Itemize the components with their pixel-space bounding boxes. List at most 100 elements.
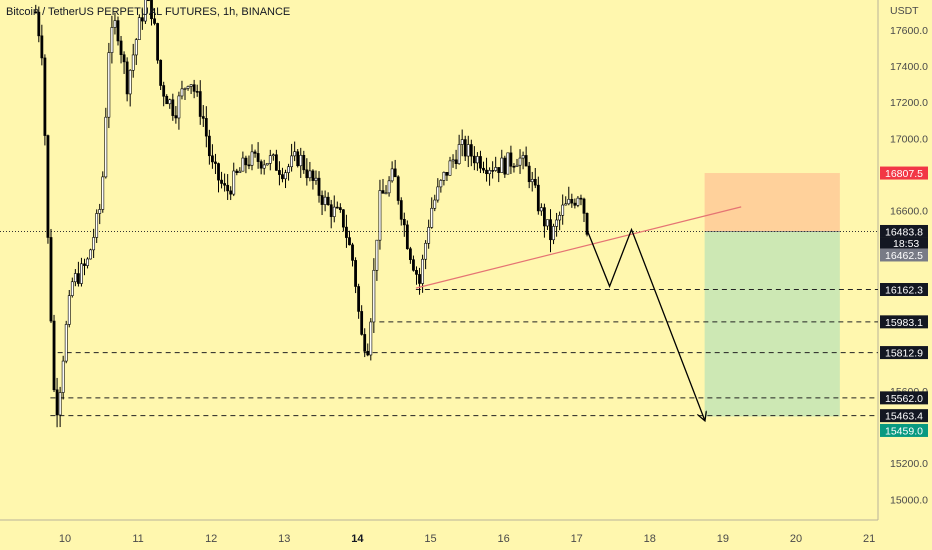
candle-body-167 (543, 207, 546, 227)
candle-body-42 (162, 85, 166, 97)
candle-body-169 (549, 219, 552, 241)
candle-body-115 (384, 192, 388, 195)
candle-body-99 (335, 206, 339, 209)
candle-body-104 (351, 244, 354, 261)
candle-body-132 (436, 186, 440, 201)
candle-body-100 (338, 207, 342, 211)
candle-body-93 (317, 177, 321, 196)
candle-body-96 (326, 196, 330, 206)
x-tick-20: 20 (790, 533, 802, 545)
candle-body-171 (555, 219, 558, 227)
candle-body-28 (119, 40, 123, 56)
candle-body-151 (494, 167, 498, 171)
candle-body-69 (244, 157, 248, 166)
x-tick-10: 10 (59, 533, 71, 545)
candle-body-54 (198, 91, 202, 117)
candle-body-144 (472, 155, 476, 164)
candle-body-25 (110, 27, 114, 53)
candle-body-129 (427, 227, 431, 244)
candle-body-174 (564, 203, 568, 206)
x-tick-13: 13 (278, 533, 290, 545)
candle-body-74 (259, 161, 263, 169)
candle-body-105 (354, 260, 357, 287)
price-tag-level-3: 15562.0 (885, 393, 923, 405)
candle-body-113 (378, 190, 382, 241)
candle-body-89 (305, 169, 309, 179)
candle-body-83 (287, 166, 290, 173)
candle-body-137 (451, 159, 455, 162)
price-tag-entry: 16462.5 (885, 250, 923, 262)
candle-body-9 (61, 360, 65, 393)
candle-body-162 (527, 165, 531, 183)
candle-body-166 (539, 207, 543, 212)
candle-body-111 (372, 269, 376, 323)
candle-body-77 (268, 155, 272, 164)
price-tag-target: 15459.0 (885, 425, 923, 437)
candle-body-152 (497, 167, 501, 173)
candle-body-72 (253, 151, 257, 154)
candle-body-35 (140, 17, 144, 22)
candle-body-147 (482, 167, 485, 171)
candle-body-19 (92, 237, 96, 251)
candle-body-119 (396, 176, 400, 201)
take-profit-zone (704, 231, 840, 417)
candle-body-116 (387, 180, 391, 194)
candle-body-85 (293, 151, 297, 157)
candle-body-12 (70, 281, 74, 296)
candle-body-11 (67, 295, 71, 325)
candle-body-57 (207, 135, 211, 157)
candle-body-142 (466, 144, 470, 157)
candle-body-148 (485, 169, 488, 175)
candle-body-67 (238, 170, 242, 173)
x-tick-12: 12 (205, 533, 217, 545)
candle-body-2 (40, 35, 44, 59)
candle-body-139 (457, 144, 461, 164)
candle-body-6 (52, 320, 56, 391)
candle-body-36 (144, 0, 147, 22)
candle-body-138 (454, 159, 458, 164)
candle-body-15 (80, 263, 83, 284)
x-tick-16: 16 (497, 533, 509, 545)
candle-body-143 (469, 144, 473, 157)
candle-body-33 (134, 39, 138, 56)
candle-body-30 (125, 61, 129, 95)
candle-body-40 (156, 23, 159, 61)
candle-body-26 (113, 20, 117, 28)
candle-body-56 (204, 118, 208, 137)
candle-body-127 (421, 258, 424, 284)
candle-body-120 (399, 200, 403, 220)
candle-body-45 (171, 99, 175, 116)
candle-body-107 (360, 311, 364, 335)
candle-body-13 (73, 273, 77, 283)
candle-body-8 (58, 392, 62, 416)
candle-body-160 (521, 155, 525, 159)
candle-body-114 (381, 190, 385, 194)
candle-body-87 (299, 154, 303, 167)
candle-body-102 (345, 226, 348, 238)
candle-body-7 (55, 389, 59, 416)
candle-body-133 (439, 180, 443, 188)
candle-body-109 (366, 350, 370, 356)
candle-body-172 (558, 214, 562, 221)
y-axis-unit: USDT (890, 5, 919, 17)
candle-body-117 (390, 168, 394, 182)
candle-body-58 (211, 155, 214, 163)
x-tick-19: 19 (717, 533, 729, 545)
candle-body-173 (561, 204, 565, 216)
x-tick-14: 14 (351, 533, 364, 545)
candle-body-88 (302, 154, 306, 171)
candle-body-31 (128, 69, 132, 95)
candle-body-153 (500, 157, 504, 173)
candle-body-95 (323, 196, 327, 205)
candle-body-156 (509, 152, 513, 167)
candle-body-32 (131, 54, 135, 71)
candle-body-146 (479, 156, 482, 169)
candle-body-75 (262, 164, 266, 169)
candle-body-86 (296, 151, 300, 167)
candle-body-50 (186, 86, 190, 89)
candle-body-1 (37, 11, 41, 37)
price-tag-countdown: 18:53 (893, 238, 919, 250)
candle-body-51 (189, 84, 193, 87)
